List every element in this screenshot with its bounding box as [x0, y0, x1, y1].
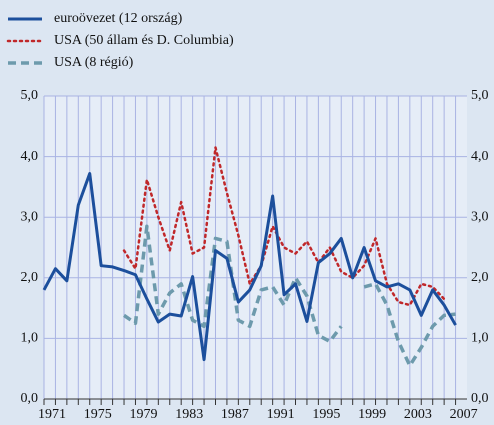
x-tick-label: 1971 [38, 407, 66, 422]
x-tick-label: 1983 [175, 407, 203, 422]
x-tick-label: 1999 [358, 407, 386, 422]
y2-tick-label: 3,0 [471, 209, 489, 224]
x-tick-label: 1979 [129, 407, 157, 422]
legend-label: USA (8 régió) [54, 55, 134, 70]
series-line [122, 146, 446, 307]
y-tick-label: 3,0 [21, 209, 39, 224]
y-tick-label: 0,0 [21, 391, 39, 406]
x-tick-label: 1975 [84, 407, 112, 422]
plot-area [44, 96, 467, 399]
x-tick-label: 2003 [404, 407, 432, 422]
x-tick-label: 1987 [221, 407, 249, 422]
y2-tick-label: 4,0 [471, 149, 489, 164]
legend-label: euroövezet (12 ország) [54, 11, 183, 26]
y2-tick-label: 0,0 [471, 391, 489, 406]
y-tick-label: 2,0 [21, 270, 39, 285]
y2-tick-label: 2,0 [471, 270, 489, 285]
y2-tick-label: 5,0 [471, 88, 489, 103]
y-tick-label: 5,0 [21, 88, 39, 103]
x-tick-label: 1991 [267, 407, 295, 422]
y2-tick-label: 1,0 [471, 331, 489, 346]
x-tick-label: 1995 [312, 407, 340, 422]
legend-label: USA (50 állam és D. Columbia) [54, 33, 234, 48]
series-line [42, 172, 457, 362]
y-tick-label: 1,0 [21, 331, 39, 346]
x-tick-label: 2007 [450, 407, 478, 422]
y-tick-label: 4,0 [21, 149, 39, 164]
